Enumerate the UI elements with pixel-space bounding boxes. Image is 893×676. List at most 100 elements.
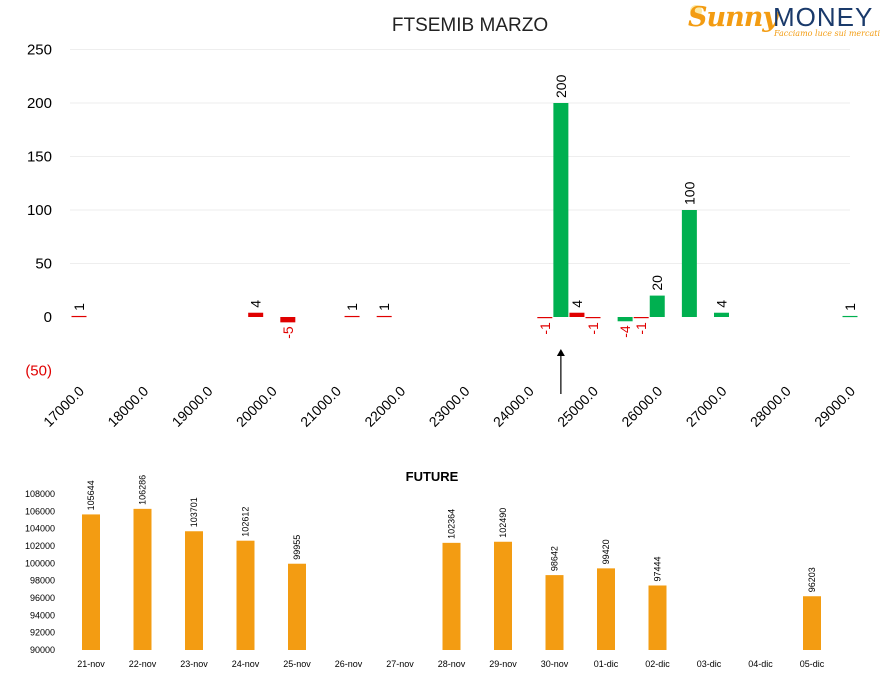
- current-price-arrow: [556, 349, 565, 394]
- x-tick-label: 02-dic: [645, 659, 670, 669]
- bar: [236, 540, 255, 650]
- x-tick-label: 17000.0: [40, 383, 87, 430]
- data-label: 102490: [498, 508, 508, 538]
- data-label: 4: [714, 300, 730, 308]
- bar: [633, 317, 649, 319]
- x-tick-label: 27000.0: [683, 383, 730, 430]
- data-label: 4: [248, 300, 264, 308]
- x-tick-label: 30-nov: [541, 659, 569, 669]
- y-tick-label: 94000: [30, 610, 55, 620]
- options-chart-title: FTSEMIB MARZO: [392, 15, 548, 36]
- options-chart: FTSEMIB MARZO (50) 0 50 100 150 200 250 17000.…: [25, 15, 858, 430]
- data-label: 103701: [189, 497, 199, 527]
- options-chart-x-axis: 17000.0 18000.0 19000.0 20000.0 21000.0 22000…: [40, 383, 858, 430]
- bar: [597, 568, 615, 650]
- y-tick-label: (50): [25, 363, 52, 380]
- data-label: 97444: [653, 556, 663, 581]
- x-tick-label: 24-nov: [232, 659, 260, 669]
- data-label: 100: [681, 181, 697, 205]
- x-tick-label: 23-nov: [180, 659, 208, 669]
- y-tick-label: 100000: [25, 558, 55, 568]
- y-tick-label: 106000: [25, 506, 55, 516]
- bar: [545, 575, 564, 650]
- x-tick-label: 22000.0: [361, 383, 408, 430]
- y-tick-label: 108000: [25, 489, 55, 499]
- bar: [648, 585, 667, 650]
- x-tick-label: 20000.0: [233, 383, 280, 430]
- x-tick-label: 22-nov: [129, 659, 157, 669]
- x-tick-label: 01-dic: [594, 659, 619, 669]
- options-chart-grid: [70, 49, 850, 264]
- bar: [649, 295, 665, 317]
- bar: [585, 317, 601, 319]
- bar: [553, 103, 569, 317]
- y-tick-label: 150: [27, 149, 52, 166]
- x-tick-label: 27-nov: [386, 659, 414, 669]
- bar: [494, 541, 512, 650]
- bar: [71, 315, 87, 318]
- data-label: -1: [633, 322, 649, 335]
- x-tick-label: 29-nov: [489, 659, 517, 669]
- y-tick-label: 90000: [30, 645, 55, 655]
- data-label: 1: [344, 303, 360, 311]
- x-tick-label: 23000.0: [426, 383, 473, 430]
- logo-tagline: Facciamo luce sui mercati: [774, 29, 881, 38]
- x-tick-label: 26000.0: [618, 383, 665, 430]
- data-label: -1: [537, 322, 553, 335]
- data-label: 1: [71, 303, 87, 311]
- data-label: -5: [280, 326, 296, 339]
- x-tick-label: 28-nov: [438, 659, 466, 669]
- y-tick-label: 200: [27, 95, 52, 112]
- options-chart-y-axis: (50) 0 50 100 150 200 250: [25, 42, 52, 380]
- bar: [376, 315, 392, 318]
- sun-icon: [690, 5, 702, 17]
- data-label: 96203: [807, 567, 817, 592]
- y-tick-label: 104000: [25, 524, 55, 534]
- bar: [714, 312, 729, 317]
- sunny-money-logo: Sunny MONEY Facciamo luce sui mercati: [688, 2, 888, 42]
- y-tick-label: 250: [27, 42, 52, 59]
- x-tick-label: 03-dic: [697, 659, 722, 669]
- x-tick-label: 18000.0: [104, 383, 151, 430]
- data-label: 1: [376, 303, 392, 311]
- data-label: 4: [569, 300, 585, 308]
- bar: [248, 312, 264, 317]
- future-chart-x-axis: 21-nov 22-nov 23-nov 24-nov 25-nov 26-nov 27-n…: [77, 659, 825, 669]
- x-tick-label: 26-nov: [335, 659, 363, 669]
- bar: [82, 514, 100, 650]
- x-tick-label: 25-nov: [283, 659, 311, 669]
- future-chart-title: FUTURE: [406, 469, 459, 484]
- future-chart-y-axis: 90000 92000 94000 96000 98000 100000 102000 104…: [25, 489, 55, 655]
- data-label: 20: [649, 275, 665, 291]
- y-tick-label: 0: [44, 309, 52, 326]
- future-chart: FUTURE 90000 92000 94000 96000 98000 100000 10…: [25, 469, 825, 669]
- data-label: 200: [553, 74, 569, 98]
- data-label: 98642: [550, 546, 560, 571]
- data-label: 99420: [601, 539, 611, 564]
- x-tick-label: 04-dic: [748, 659, 773, 669]
- data-label: -1: [585, 322, 601, 335]
- y-tick-label: 100: [27, 202, 52, 219]
- x-tick-label: 29000.0: [811, 383, 858, 430]
- data-label: 102364: [447, 509, 457, 539]
- x-tick-label: 21000.0: [297, 383, 344, 430]
- data-label: -4: [617, 325, 633, 338]
- options-chart-bars: [71, 103, 858, 323]
- arrow-head: [556, 349, 565, 356]
- data-label: 99955: [292, 535, 302, 560]
- logo-money-text: MONEY: [773, 2, 874, 32]
- bar: [569, 312, 585, 317]
- y-tick-label: 96000: [30, 593, 55, 603]
- bar: [537, 317, 553, 319]
- data-label: 102612: [241, 507, 251, 537]
- x-tick-label: 24000.0: [490, 383, 537, 430]
- bar: [344, 315, 360, 318]
- data-label: 1: [842, 303, 858, 311]
- bar: [185, 531, 203, 650]
- data-label: 106286: [138, 475, 148, 505]
- logo-sunny-text: Sunny: [688, 2, 778, 33]
- future-chart-bars: [82, 508, 821, 650]
- future-chart-data-labels: 105644 106286 103701 102612 99955 102364 10249…: [86, 475, 817, 592]
- x-tick-label: 19000.0: [169, 383, 216, 430]
